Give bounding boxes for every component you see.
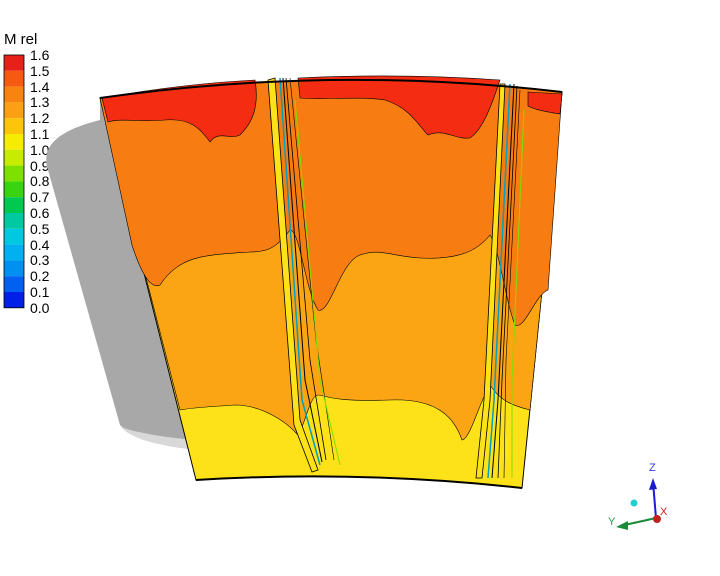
blade-2 <box>475 83 525 479</box>
legend-label: 1.0 <box>30 141 50 158</box>
blade-1 <box>267 77 341 473</box>
legend-swatch <box>4 181 24 198</box>
legend-label: 1.6 <box>30 47 50 63</box>
legend-label: 0.2 <box>30 268 50 285</box>
axis-x-label: X <box>660 506 668 518</box>
legend-swatch <box>4 260 24 277</box>
legend-label: 1.3 <box>30 94 50 111</box>
legend-label: 0.0 <box>30 299 50 316</box>
legend-swatch <box>4 70 24 87</box>
legend-swatch <box>4 134 24 150</box>
legend-label: 0.8 <box>30 173 50 190</box>
legend-label: 1.4 <box>30 78 50 95</box>
legend-color-bar <box>3 54 25 309</box>
legend-label: 1.5 <box>30 62 50 79</box>
legend-swatch <box>4 55 24 71</box>
legend-label: 0.5 <box>30 220 50 237</box>
contour-band-red-2 <box>297 75 501 139</box>
shroud-edge <box>99 78 563 99</box>
hub-surface <box>46 98 196 450</box>
legend-label: 0.4 <box>30 236 50 253</box>
color-legend: M rel 1.6 1.5 1.4 1.3 1.2 1.1 1.0 0.9 0.8 0.7 0.6 0… <box>0 0 80 330</box>
legend-border <box>3 54 25 309</box>
legend-label: 0.6 <box>30 205 50 221</box>
legend-swatch <box>4 197 24 213</box>
axis-z-label: Z <box>649 462 656 474</box>
legend-swatch <box>4 228 24 245</box>
contour-band-red-3 <box>527 91 563 115</box>
legend-swatch <box>4 118 24 134</box>
axis-y-label: Y <box>608 516 616 528</box>
legend-swatch <box>4 102 24 119</box>
legend-swatch <box>4 149 24 166</box>
legend-label: 1.2 <box>30 110 50 127</box>
legend-swatch <box>4 165 24 182</box>
axis-triad <box>616 478 661 530</box>
legend-label: 0.3 <box>30 252 50 269</box>
legend-label: 0.9 <box>30 157 50 174</box>
legend-swatch <box>4 86 24 103</box>
contour-band-red-1 <box>101 79 257 143</box>
legend-label: 0.1 <box>30 284 50 300</box>
hub-edge <box>195 475 523 489</box>
legend-swatch <box>4 213 24 229</box>
legend-swatch <box>4 292 24 308</box>
legend-swatch <box>4 276 24 292</box>
hub-surface-light <box>120 425 195 450</box>
legend-label: 0.7 <box>30 189 50 206</box>
legend-label: 1.1 <box>30 126 50 142</box>
legend-title: M rel <box>4 31 38 48</box>
legend-swatch <box>4 244 24 261</box>
